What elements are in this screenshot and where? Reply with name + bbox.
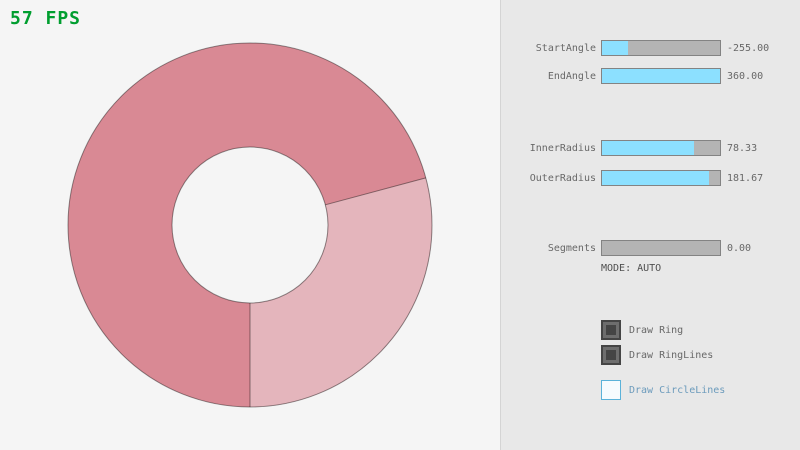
draw-ring-label: Draw Ring	[629, 325, 684, 336]
innerradius-slider[interactable]	[601, 140, 721, 156]
endangle-slider[interactable]	[601, 68, 721, 84]
startangle-row: StartAngle -255.00	[501, 40, 800, 56]
ring-segment-line-right	[325, 177, 426, 206]
segments-label: Segments	[547, 243, 596, 254]
outerradius-row: OuterRadius 181.67	[501, 170, 800, 186]
segments-value: 0.00	[727, 243, 752, 254]
draw-ringlines-checkbox[interactable]	[601, 345, 621, 365]
segments-mode-text: MODE: AUTO	[601, 263, 662, 274]
innerradius-slider-fill	[602, 141, 695, 155]
draw-ring-checkbox-row[interactable]: Draw Ring	[601, 320, 800, 340]
ring-outer-outline	[67, 42, 433, 408]
segments-slider[interactable]	[601, 240, 721, 256]
startangle-value: -255.00	[727, 43, 770, 54]
ring-canvas	[67, 42, 433, 408]
outerradius-slider-fill	[602, 171, 710, 185]
startangle-label: StartAngle	[535, 43, 596, 54]
segments-row: Segments 0.00	[501, 240, 800, 256]
draw-ring-checkbox[interactable]	[601, 320, 621, 340]
draw-circlelines-checkbox-row[interactable]: Draw CircleLines	[601, 380, 800, 400]
startangle-slider[interactable]	[601, 40, 721, 56]
draw-circlelines-checkbox[interactable]	[601, 380, 621, 400]
startangle-slider-fill	[602, 41, 628, 55]
innerradius-label: InnerRadius	[529, 143, 596, 154]
control-panel: StartAngle -255.00 EndAngle 360.00 Inner…	[500, 0, 800, 450]
outerradius-slider[interactable]	[601, 170, 721, 186]
innerradius-row: InnerRadius 78.33	[501, 140, 800, 156]
endangle-row: EndAngle 360.00	[501, 68, 800, 84]
draw-ringlines-checkbox-row[interactable]: Draw RingLines	[601, 345, 800, 365]
draw-circlelines-label: Draw CircleLines	[629, 385, 726, 396]
innerradius-value: 78.33	[727, 143, 758, 154]
ring-overlap-sector	[250, 177, 433, 407]
endangle-value: 360.00	[727, 71, 764, 82]
draw-ringlines-label: Draw RingLines	[629, 350, 714, 361]
fps-counter: 57 FPS	[10, 8, 82, 29]
outerradius-value: 181.67	[727, 173, 764, 184]
endangle-slider-fill	[602, 69, 720, 83]
endangle-label: EndAngle	[547, 71, 596, 82]
ring-inner-outline	[171, 146, 329, 304]
outerradius-label: OuterRadius	[529, 173, 596, 184]
